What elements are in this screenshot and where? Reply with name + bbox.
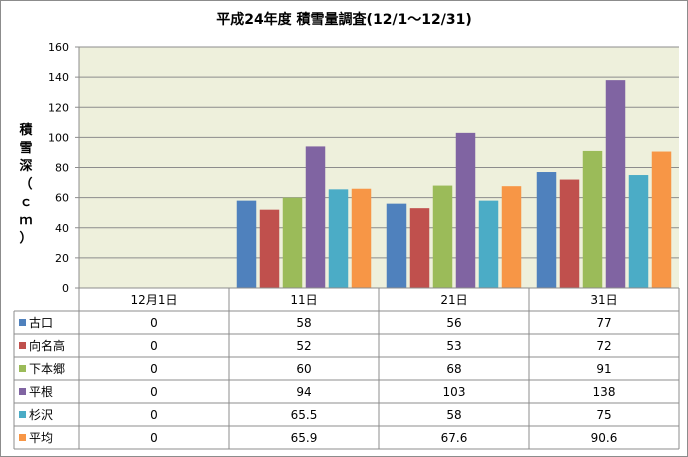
bar: [305, 146, 326, 288]
legend-swatch: [19, 411, 26, 418]
data-label: 0: [150, 339, 158, 353]
data-label: 67.6: [441, 431, 468, 445]
bar: [605, 80, 626, 288]
bar: [536, 172, 557, 288]
legend-label: 古口: [29, 315, 53, 330]
data-label: 0: [150, 408, 158, 422]
legend-swatch: [19, 365, 26, 372]
y-tick-label: 40: [55, 222, 69, 235]
legend-swatch: [19, 319, 26, 326]
data-label: 77: [596, 316, 611, 330]
legend-swatch: [19, 388, 26, 395]
data-label: 90.6: [591, 431, 618, 445]
data-label: 0: [150, 431, 158, 445]
category-label: 12月1日: [131, 293, 178, 307]
data-label: 0: [150, 385, 158, 399]
bar: [582, 150, 603, 288]
data-label: 52: [296, 339, 311, 353]
data-label: 94: [296, 385, 311, 399]
y-tick-label: 60: [55, 192, 69, 205]
bar: [282, 197, 303, 288]
bar: [259, 209, 280, 288]
data-label: 72: [596, 339, 611, 353]
data-label: 0: [150, 316, 158, 330]
bar: [351, 188, 372, 288]
bar: [501, 186, 522, 288]
bar: [236, 200, 257, 288]
chart-title: 平成24年度 積雪量調査(12/1～12/31): [216, 11, 472, 28]
data-label: 91: [596, 362, 611, 376]
data-label: 75: [596, 408, 611, 422]
bar: [432, 185, 453, 288]
category-label: 31日: [590, 293, 617, 307]
data-label: 65.9: [291, 431, 318, 445]
category-label: 11日: [290, 293, 317, 307]
legend-label: 平均: [29, 431, 53, 445]
bar: [628, 175, 649, 288]
legend-label: 向名高: [29, 338, 65, 353]
data-label: 103: [443, 385, 466, 399]
y-tick-label: 80: [55, 162, 69, 175]
y-tick-label: 160: [48, 41, 69, 54]
bar: [455, 132, 476, 288]
data-label: 58: [446, 408, 461, 422]
legend-label: 平根: [29, 385, 53, 399]
y-tick-label: 0: [62, 282, 69, 295]
data-label: 56: [446, 316, 461, 330]
data-label: 0: [150, 362, 158, 376]
bar: [651, 151, 672, 288]
y-tick-label: 20: [55, 252, 69, 265]
bar: [386, 203, 407, 288]
bar: [478, 200, 499, 288]
data-label: 60: [296, 362, 311, 376]
y-tick-label: 100: [48, 131, 69, 144]
data-label: 68: [446, 362, 461, 376]
y-tick-label: 140: [48, 71, 69, 84]
legend-label: 下本郷: [29, 362, 65, 376]
legend-swatch: [19, 434, 26, 441]
data-label: 53: [446, 339, 461, 353]
legend-swatch: [19, 342, 26, 349]
bar: [559, 179, 580, 288]
y-tick-label: 120: [48, 101, 69, 114]
bar: [328, 189, 349, 288]
y-axis-label: 積雪深（ｃｍ）: [18, 122, 33, 246]
data-label: 65.5: [291, 408, 318, 422]
legend-label: 杉沢: [29, 408, 53, 422]
data-label: 58: [296, 316, 311, 330]
bar: [409, 208, 430, 288]
category-label: 21日: [440, 293, 467, 307]
data-label: 138: [593, 385, 616, 399]
